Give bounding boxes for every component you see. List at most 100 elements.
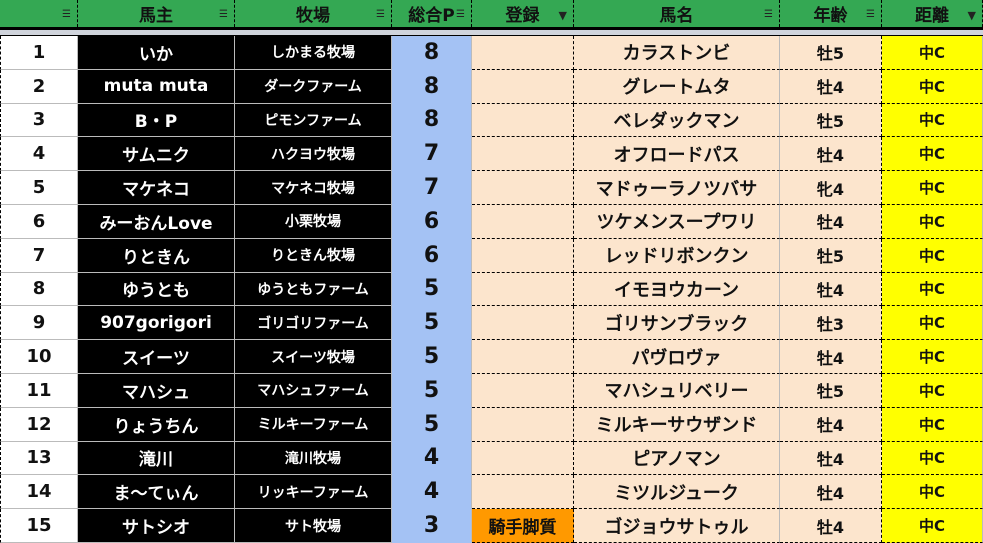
cell-age[interactable]: 牡3 (780, 306, 882, 341)
cell-distance[interactable]: 中C (882, 171, 983, 205)
cell-age[interactable]: 牡4 (780, 137, 882, 172)
cell-distance[interactable]: 中C (882, 509, 983, 543)
cell-total-points[interactable]: 5 (392, 407, 472, 442)
cell-distance[interactable]: 中C (882, 340, 983, 374)
cell-registration[interactable] (472, 272, 574, 307)
cell-owner[interactable]: ま〜てぃん (78, 475, 235, 510)
cell-distance[interactable]: 中C (882, 238, 983, 273)
cell-registration[interactable] (472, 171, 574, 205)
cell-owner[interactable]: B・P (78, 103, 235, 138)
cell-age[interactable]: 牡5 (780, 36, 882, 70)
cell-distance[interactable]: 中C (882, 306, 983, 341)
cell-total-points[interactable]: 5 (392, 306, 472, 341)
cell-farm[interactable]: ゴリゴリファーム (235, 306, 392, 341)
cell-row-number[interactable]: 12 (0, 407, 78, 442)
cell-total-points[interactable]: 5 (392, 373, 472, 408)
cell-horse-name[interactable]: カラストンビ (574, 36, 780, 70)
cell-registration[interactable] (472, 204, 574, 239)
cell-registration[interactable] (472, 373, 574, 408)
cell-distance[interactable]: 中C (882, 373, 983, 408)
cell-farm[interactable]: マハシュファーム (235, 373, 392, 408)
cell-registration[interactable] (472, 441, 574, 476)
cell-distance[interactable]: 中C (882, 475, 983, 510)
cell-row-number[interactable]: 6 (0, 204, 78, 239)
cell-distance[interactable]: 中C (882, 36, 983, 70)
cell-distance[interactable]: 中C (882, 103, 983, 138)
cell-row-number[interactable]: 11 (0, 373, 78, 408)
cell-distance[interactable]: 中C (882, 69, 983, 104)
cell-row-number[interactable]: 8 (0, 272, 78, 307)
cell-total-points[interactable]: 8 (392, 69, 472, 104)
cell-row-number[interactable]: 5 (0, 171, 78, 205)
cell-total-points[interactable]: 6 (392, 238, 472, 273)
cell-farm[interactable]: リッキーファーム (235, 475, 392, 510)
cell-row-number[interactable]: 13 (0, 441, 78, 476)
cell-total-points[interactable]: 8 (392, 103, 472, 138)
cell-age[interactable]: 牡4 (780, 69, 882, 104)
cell-row-number[interactable]: 1 (0, 36, 78, 70)
cell-total-points[interactable]: 5 (392, 340, 472, 374)
cell-age[interactable]: 牡5 (780, 373, 882, 408)
cell-owner[interactable]: いか (78, 36, 235, 70)
filter-active-icon[interactable]: ▼ (558, 9, 567, 22)
cell-total-points[interactable]: 7 (392, 171, 472, 205)
cell-age[interactable]: 牡4 (780, 441, 882, 476)
cell-horse-name[interactable]: ゴリサンブラック (574, 306, 780, 341)
cell-registration[interactable]: 騎手脚質 (472, 509, 574, 543)
cell-farm[interactable]: サト牧場 (235, 509, 392, 543)
cell-registration[interactable] (472, 103, 574, 138)
cell-horse-name[interactable]: マドゥーラノツバサ (574, 171, 780, 205)
cell-row-number[interactable]: 10 (0, 340, 78, 374)
cell-row-number[interactable]: 7 (0, 238, 78, 273)
cell-total-points[interactable]: 4 (392, 475, 472, 510)
cell-age[interactable]: 牡4 (780, 475, 882, 510)
cell-owner[interactable]: みーおんLove (78, 204, 235, 239)
cell-registration[interactable] (472, 36, 574, 70)
cell-horse-name[interactable]: マハシュリベリー (574, 373, 780, 408)
cell-total-points[interactable]: 3 (392, 509, 472, 543)
cell-horse-name[interactable]: ミツルジューク (574, 475, 780, 510)
cell-owner[interactable]: りょうちん (78, 407, 235, 442)
cell-row-number[interactable]: 9 (0, 306, 78, 341)
cell-owner[interactable]: サムニク (78, 137, 235, 172)
cell-horse-name[interactable]: ミルキーサウザンド (574, 407, 780, 442)
cell-farm[interactable]: ハクヨウ牧場 (235, 137, 392, 172)
cell-distance[interactable]: 中C (882, 272, 983, 307)
cell-total-points[interactable]: 4 (392, 441, 472, 476)
cell-age[interactable]: 牝4 (780, 171, 882, 205)
cell-farm[interactable]: 小栗牧場 (235, 204, 392, 239)
filter-icon[interactable]: ☰ (62, 9, 71, 20)
cell-farm[interactable]: ミルキーファーム (235, 407, 392, 442)
cell-registration[interactable] (472, 238, 574, 273)
cell-row-number[interactable]: 15 (0, 509, 78, 543)
cell-owner[interactable]: サトシオ (78, 509, 235, 543)
cell-horse-name[interactable]: オフロードパス (574, 137, 780, 172)
cell-age[interactable]: 牡4 (780, 204, 882, 239)
cell-total-points[interactable]: 8 (392, 36, 472, 70)
cell-farm[interactable]: ピモンファーム (235, 103, 392, 138)
cell-horse-name[interactable]: ツケメンスープワリ (574, 204, 780, 239)
cell-distance[interactable]: 中C (882, 137, 983, 172)
cell-farm[interactable]: しかまる牧場 (235, 36, 392, 70)
cell-horse-name[interactable]: パヴロヴァ (574, 340, 780, 374)
cell-total-points[interactable]: 6 (392, 204, 472, 239)
cell-row-number[interactable]: 14 (0, 475, 78, 510)
cell-horse-name[interactable]: レッドリボンクン (574, 238, 780, 273)
cell-owner[interactable]: りときん (78, 238, 235, 273)
cell-owner[interactable]: マハシュ (78, 373, 235, 408)
cell-owner[interactable]: スイーツ (78, 340, 235, 374)
cell-farm[interactable]: ゆうともファーム (235, 272, 392, 307)
cell-horse-name[interactable]: グレートムタ (574, 69, 780, 104)
cell-distance[interactable]: 中C (882, 441, 983, 476)
cell-total-points[interactable]: 7 (392, 137, 472, 172)
filter-icon[interactable]: ☰ (764, 9, 773, 20)
cell-total-points[interactable]: 5 (392, 272, 472, 307)
cell-farm[interactable]: マケネコ牧場 (235, 171, 392, 205)
cell-owner[interactable]: 907gorigori (78, 306, 235, 341)
cell-row-number[interactable]: 4 (0, 137, 78, 172)
filter-icon[interactable]: ☰ (376, 9, 385, 20)
cell-age[interactable]: 牡4 (780, 407, 882, 442)
cell-farm[interactable]: りときん牧場 (235, 238, 392, 273)
cell-registration[interactable] (472, 340, 574, 374)
cell-age[interactable]: 牡4 (780, 509, 882, 543)
